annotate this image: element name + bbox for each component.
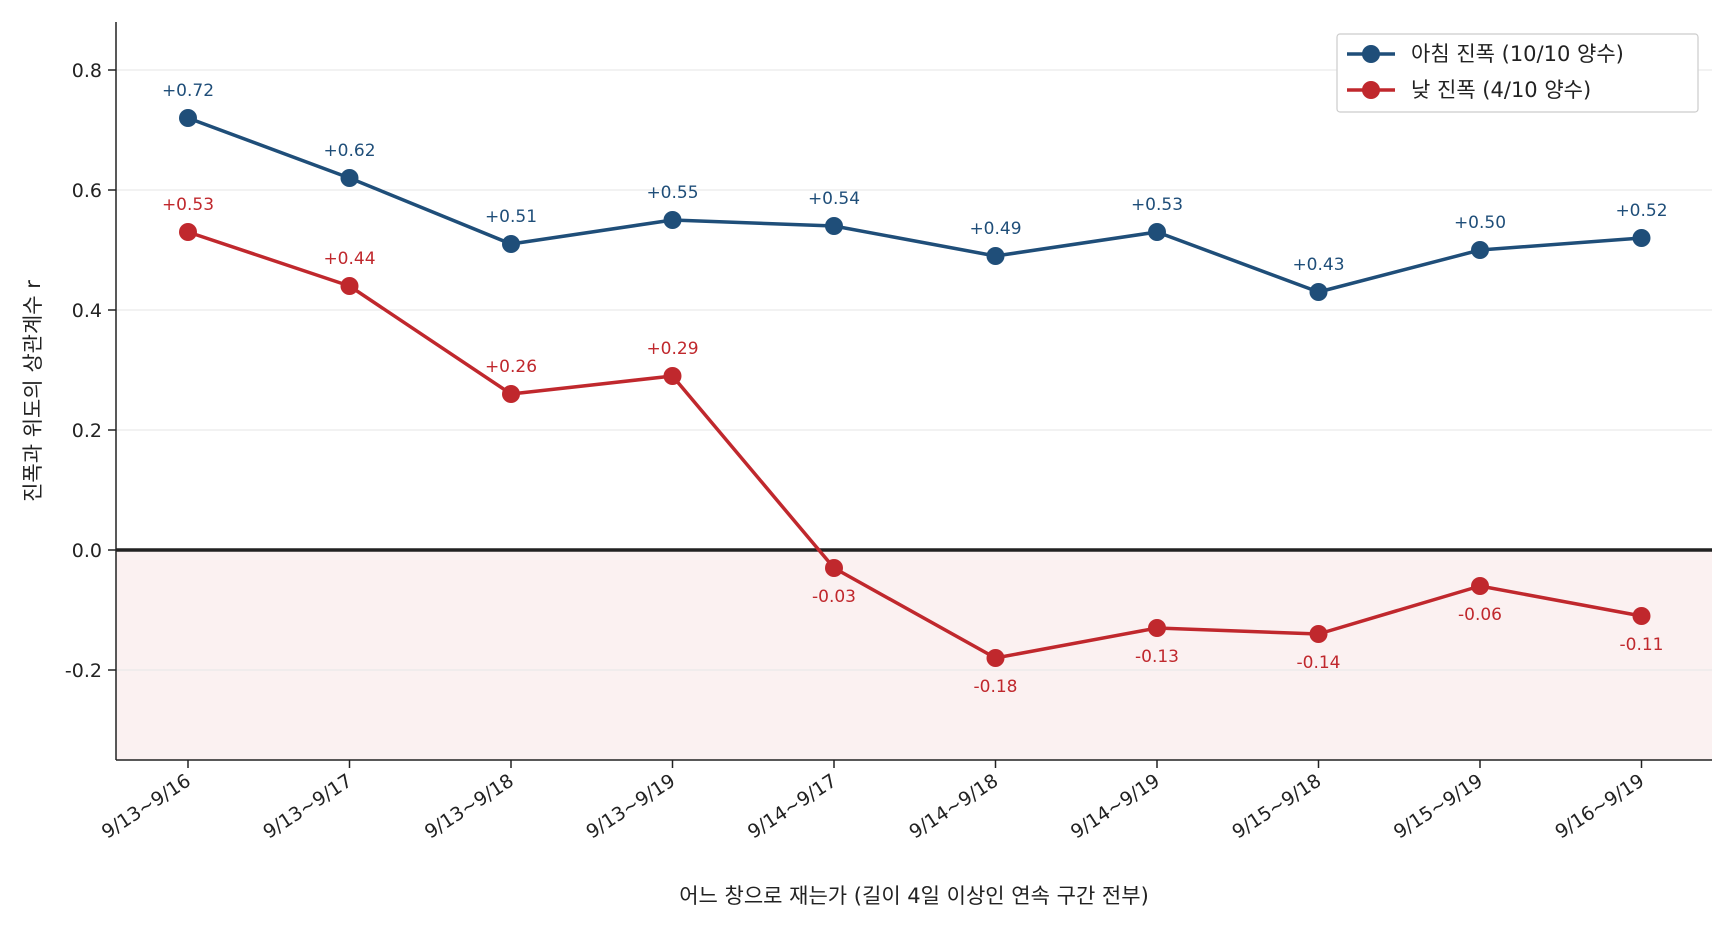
x-tick-label: 9/13~9/16 [98, 770, 195, 844]
data-label: +0.43 [1292, 255, 1344, 275]
data-label: +0.55 [646, 183, 698, 203]
data-point [825, 559, 843, 577]
data-label: +0.26 [485, 357, 537, 377]
legend-item-morning: 아침 진폭 (10/10 양수) [1347, 42, 1624, 66]
data-point [1148, 619, 1166, 637]
data-point [825, 217, 843, 235]
data-point [340, 169, 359, 187]
data-point [663, 211, 682, 229]
data-label: +0.54 [808, 189, 860, 209]
series-layer: +0.72 +0.62 +0.51 +0.55 +0.54 +0.49 +0.53 +0.43… [162, 81, 1668, 697]
y-axis-ticks: -0.2 0.0 0.2 0.4 0.6 0.8 [65, 60, 116, 682]
data-label: +0.53 [1131, 195, 1183, 215]
y-tick-label: 0.6 [72, 180, 102, 202]
series-morning: +0.72 +0.62 +0.51 +0.55 +0.54 +0.49 +0.53 +0.43… [162, 81, 1668, 301]
x-tick-label: 9/16~9/19 [1551, 770, 1648, 844]
data-point [1471, 577, 1489, 595]
legend-item-daytime: 낮 진폭 (4/10 양수) [1347, 78, 1591, 102]
y-tick-label: -0.2 [65, 660, 102, 682]
data-point [179, 223, 197, 241]
data-point [986, 649, 1005, 667]
data-label: +0.62 [323, 141, 375, 161]
x-tick-label: 9/14~9/19 [1067, 770, 1164, 844]
data-label: +0.51 [485, 207, 537, 227]
negative-region-shade [116, 550, 1712, 760]
data-label: -0.11 [1620, 635, 1664, 655]
data-label: +0.53 [162, 195, 214, 215]
data-point [340, 277, 359, 295]
data-point [1309, 625, 1328, 643]
data-label: +0.72 [162, 81, 214, 101]
data-label: +0.44 [323, 249, 375, 269]
series-line [187, 116, 1642, 294]
data-point [1309, 283, 1328, 301]
data-label: +0.49 [969, 219, 1021, 239]
data-point [663, 367, 682, 385]
data-point [502, 235, 520, 253]
x-tick-label: 9/13~9/19 [582, 770, 679, 844]
x-tick-label: 9/13~9/17 [259, 770, 356, 844]
y-tick-label: 0.2 [72, 420, 102, 442]
data-point [1632, 607, 1651, 625]
data-point [1471, 241, 1489, 259]
y-tick-label: 0.8 [72, 60, 102, 82]
data-label: -0.14 [1297, 653, 1341, 673]
legend-box [1336, 33, 1699, 113]
series-line [187, 230, 1642, 660]
x-axis-ticks: 9/13~9/16 9/13~9/17 9/13~9/18 9/13~9/19 9/14… [98, 760, 1648, 843]
data-label: +0.52 [1615, 201, 1667, 221]
y-tick-label: 0.0 [72, 540, 102, 562]
data-point [1632, 229, 1651, 247]
data-label: -0.06 [1458, 605, 1502, 625]
data-point [179, 109, 197, 127]
legend-label: 아침 진폭 (10/10 양수) [1411, 42, 1624, 66]
data-point [1148, 223, 1166, 241]
data-point [986, 247, 1005, 265]
x-axis-title: 어느 창으로 재는가 (길이 4일 이상인 연속 구간 전부) [679, 884, 1149, 908]
x-tick-label: 9/13~9/18 [421, 770, 518, 844]
data-label: -0.03 [812, 587, 856, 607]
legend: 아침 진폭 (10/10 양수) 낮 진폭 (4/10 양수) [1336, 33, 1699, 113]
legend-swatch-marker [1362, 45, 1380, 63]
legend-swatch-marker [1362, 81, 1380, 99]
y-axis-title: 진폭과 위도의 상관계수 r [21, 280, 45, 502]
x-tick-label: 9/15~9/19 [1390, 770, 1487, 844]
series-daytime: +0.53 +0.44 +0.26 +0.29 -0.03 -0.18 -0.13 -0.14… [162, 195, 1664, 697]
x-tick-label: 9/14~9/18 [905, 770, 1002, 844]
data-label: -0.13 [1135, 647, 1179, 667]
legend-label: 낮 진폭 (4/10 양수) [1411, 78, 1591, 102]
data-label: +0.29 [646, 339, 698, 359]
x-tick-label: 9/15~9/18 [1228, 770, 1325, 844]
data-label: -0.18 [974, 677, 1018, 697]
y-tick-label: 0.4 [72, 300, 102, 322]
x-tick-label: 9/14~9/17 [744, 770, 841, 844]
data-label: +0.50 [1454, 213, 1506, 233]
data-point [502, 385, 520, 403]
